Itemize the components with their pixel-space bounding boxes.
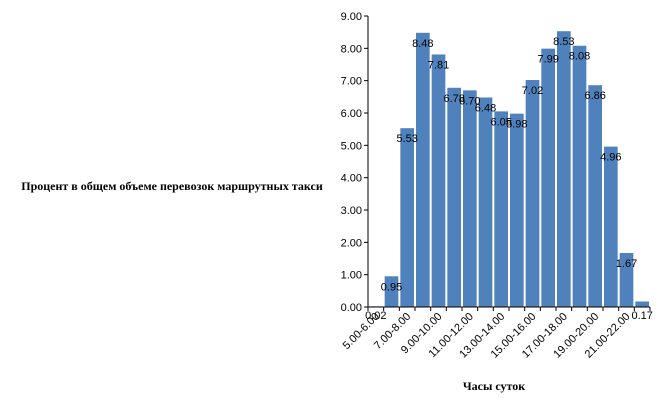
bar-18	[635, 301, 649, 307]
bar-13	[557, 31, 571, 308]
data-label: 7.02	[522, 85, 543, 97]
data-label: 7.81	[428, 59, 449, 71]
data-label: 6.78	[443, 93, 464, 105]
data-label: 0.17	[631, 310, 652, 322]
data-label: 0.02	[365, 310, 386, 322]
bar-9	[494, 111, 508, 307]
bar-15	[588, 85, 602, 308]
y-tick-label: 6.00	[341, 108, 362, 120]
data-label: 7.99	[537, 54, 558, 66]
data-label: 6.70	[459, 95, 480, 107]
data-label: 5.53	[396, 133, 417, 145]
x-axis-title: Часы суток	[463, 379, 525, 393]
data-label: 4.96	[600, 152, 621, 164]
y-ticks-group: 0.00 1.00 2.00 3.00 4.00 5.00 6.00 7.00 8.00 9.00	[341, 11, 368, 314]
y-tick-label: 0.00	[341, 302, 362, 314]
bar-16	[604, 146, 618, 307]
bars-group	[369, 31, 649, 308]
data-label: 8.48	[412, 38, 433, 50]
data-label: 6.48	[475, 102, 496, 114]
bar-4	[416, 32, 430, 308]
y-tick-label: 8.00	[341, 43, 362, 55]
y-axis-title: Процент в общем объеме перевозок маршрут…	[21, 179, 323, 193]
data-label: 1.67	[616, 258, 637, 270]
data-label: 0.95	[381, 281, 402, 293]
data-label: 8.08	[569, 51, 590, 63]
data-label: 6.86	[584, 90, 605, 102]
bar-2	[384, 276, 399, 307]
bar-3	[400, 128, 414, 307]
bar-5	[431, 54, 446, 307]
bar-14	[572, 45, 587, 307]
data-label: 6.05	[490, 116, 511, 128]
y-tick-label: 3.00	[341, 205, 362, 217]
y-tick-label: 1.00	[341, 270, 362, 282]
y-tick-label: 4.00	[341, 173, 362, 185]
y-tick-label: 5.00	[341, 140, 362, 152]
bar-7	[463, 90, 477, 307]
y-tick-label: 7.00	[341, 76, 362, 88]
bar-17	[619, 253, 634, 307]
x-ticks-group: 5.00-6.007.00-8.009.00-10.0011.00-12.001…	[341, 307, 651, 361]
bar-12	[541, 48, 555, 307]
y-tick-label: 2.00	[341, 237, 362, 249]
bar-10	[510, 113, 524, 307]
bar-11	[525, 80, 540, 308]
y-tick-label: 9.00	[341, 11, 362, 23]
bar-6	[447, 87, 461, 307]
data-labels-group: 0.02 0.95 5.53 8.48 7.81 6.786.706.48 6.055.98…	[365, 36, 653, 322]
data-label: 5.98	[506, 119, 527, 131]
bar-8	[478, 97, 493, 307]
data-label: 8.53	[553, 36, 574, 48]
